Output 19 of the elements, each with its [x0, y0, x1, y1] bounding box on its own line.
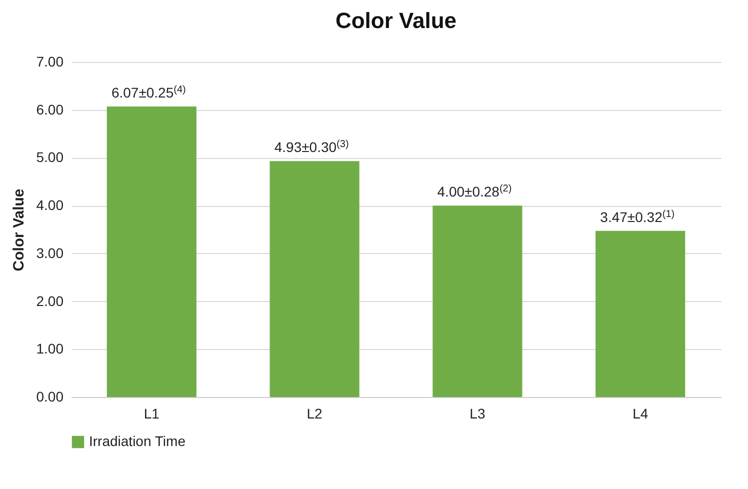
x-tick-label: L2	[306, 406, 323, 422]
x-tick-label: L4	[632, 406, 648, 422]
x-tick-label: L3	[470, 406, 486, 422]
bar	[106, 106, 196, 397]
y-tick-label: 6.00	[36, 101, 64, 118]
y-tick-label: 2.00	[36, 292, 64, 309]
legend-label: Irradiation Time	[89, 433, 186, 449]
y-tick-label: 5.00	[36, 149, 64, 166]
bar	[432, 206, 522, 397]
bar	[270, 161, 360, 397]
y-tick-label: 1.00	[36, 340, 64, 357]
chart-title: Color Value	[335, 8, 457, 33]
y-tick-label: 7.00	[36, 54, 64, 70]
y-tick-label: 4.00	[36, 197, 64, 214]
x-tick-label: L1	[144, 406, 160, 422]
bar	[596, 230, 686, 397]
y-axis-title: Color Value	[10, 188, 28, 272]
y-tick-label: 3.00	[36, 244, 64, 261]
y-tick-label: 0.00	[36, 388, 64, 404]
